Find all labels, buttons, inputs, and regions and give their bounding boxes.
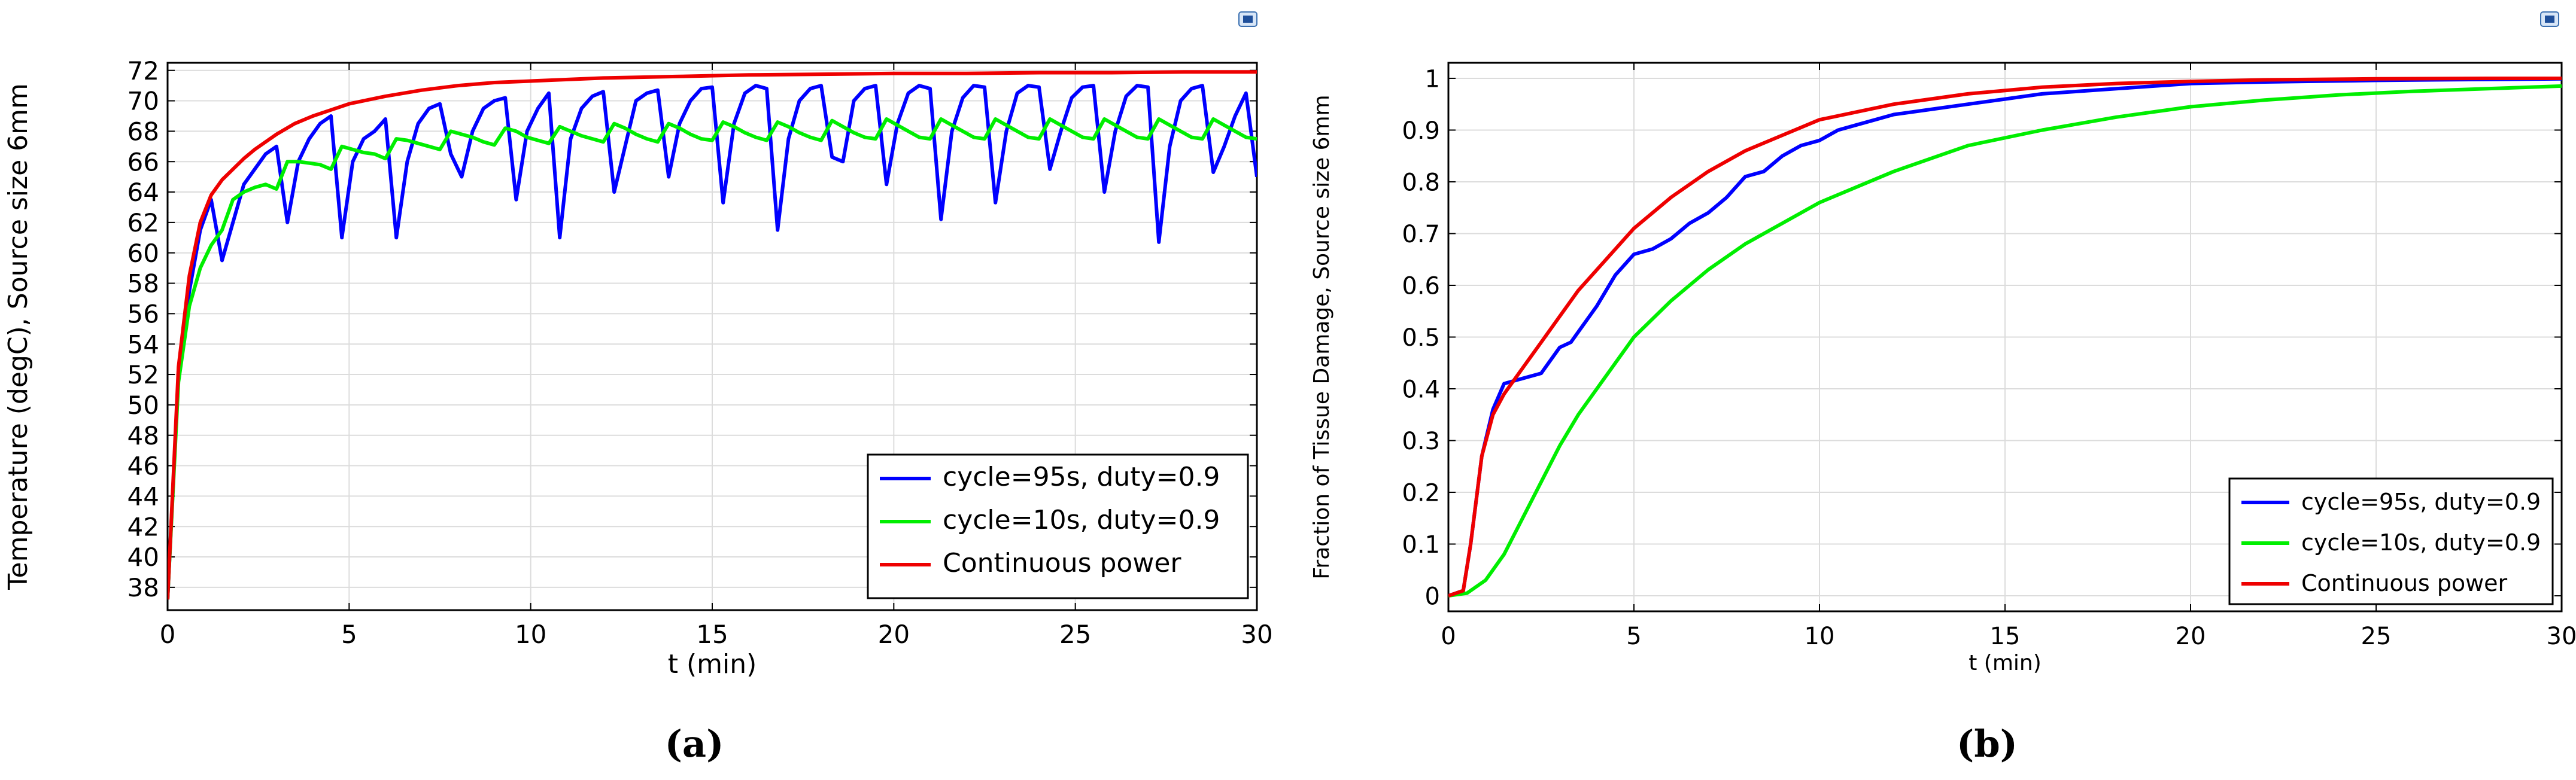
x-tick-label: 15 [696,620,728,649]
y-tick-label: 64 [127,178,159,207]
legend-label: cycle=95s, duty=0.9 [943,462,1220,492]
panel-label: (a) [665,722,724,766]
legend-label: cycle=10s, duty=0.9 [2301,529,2541,556]
y-tick-label: 72 [127,56,159,86]
y-tick-label: 38 [127,573,159,602]
series-line-2 [168,117,1257,600]
series-line-1 [1448,77,2562,598]
x-tick-label: 30 [2547,623,2576,650]
x-tick-label: 0 [160,620,176,649]
legend: cycle=95s, duty=0.9 cycle=10s, duty=0.9 Co… [867,453,1249,599]
y-tick-label: 52 [127,360,159,389]
series-line-3 [1448,77,2562,598]
x-tick-label: 5 [341,620,357,649]
y-axis-label: Temperature (degC), Source size 6mm [3,83,34,590]
y-tick-label: 0 [1425,583,1440,610]
y-tick-label: 66 [127,147,159,176]
chart-panel-b: 0 5 10 15 20 25 30 0 0.1 0.2 0.3 0.4 0.5 0.6 0.7 0.8 0.9… [1310,11,2576,766]
x-tick-label: 20 [878,620,910,649]
y-tick-label: 46 [127,452,159,481]
y-tick-label: 1 [1425,65,1440,93]
x-tick-label: 15 [1990,623,2021,650]
y-tick-label: 60 [127,239,159,268]
x-axis-label: t (min) [668,649,757,680]
series-line-1 [168,84,1257,600]
x-tick-label: 25 [1059,620,1091,649]
legend-label: cycle=10s, duty=0.9 [943,505,1220,535]
legend-label: cycle=95s, duty=0.9 [2301,489,2541,515]
x-tick-label: 10 [1805,623,1835,650]
export-image-icon[interactable] [2540,11,2559,27]
x-tick-label: 10 [515,620,546,649]
x-tick-label: 0 [1441,623,1456,650]
y-tick-label: 0.2 [1402,479,1440,507]
y-tick-label: 56 [127,299,159,328]
y-tick-label: 42 [127,512,159,541]
y-tick-label: 50 [127,391,159,420]
legend-label: Continuous power [2301,570,2508,596]
y-tick-label: 0.1 [1402,531,1440,559]
y-axis-label: Fraction of Tissue Damage, Source size 6… [1310,95,1334,579]
export-image-icon[interactable] [1238,11,1257,27]
y-tick-label: 0.4 [1402,376,1440,403]
y-tick-label: 44 [127,482,159,511]
y-tick-label: 58 [127,269,159,298]
y-tick-label: 48 [127,421,159,450]
legend-box [867,453,1249,599]
legend: cycle=95s, duty=0.9 cycle=10s, duty=0.9 Co… [2228,477,2554,605]
y-tick-label: 0.7 [1402,221,1440,248]
x-tick-label: 20 [2176,623,2206,650]
y-tick-label: 0.6 [1402,272,1440,300]
x-tick-label: 25 [2361,623,2392,650]
y-tick-label: 40 [127,543,159,572]
y-tick-label: 0.5 [1402,324,1440,352]
y-tick-label: 62 [127,208,159,237]
y-tick-label: 0.9 [1402,117,1440,145]
x-axis-label: t (min) [1969,651,2042,675]
y-tick-label: 54 [127,330,159,359]
panel-label: (b) [1957,722,2018,766]
y-tick-label: 70 [127,87,159,116]
y-tick-label: 68 [127,117,159,146]
chart-panel-a: 0 5 10 15 20 25 30 3840424446485052545658606264… [3,11,1273,766]
legend-label: Continuous power [943,548,1181,578]
y-tick-label: 0.3 [1402,428,1440,455]
x-tick-label: 5 [1626,623,1641,650]
series-line-3 [168,70,1257,600]
y-tick-label: 0.8 [1402,169,1440,196]
x-tick-label: 30 [1241,620,1272,649]
series-line-2 [1448,84,2562,598]
